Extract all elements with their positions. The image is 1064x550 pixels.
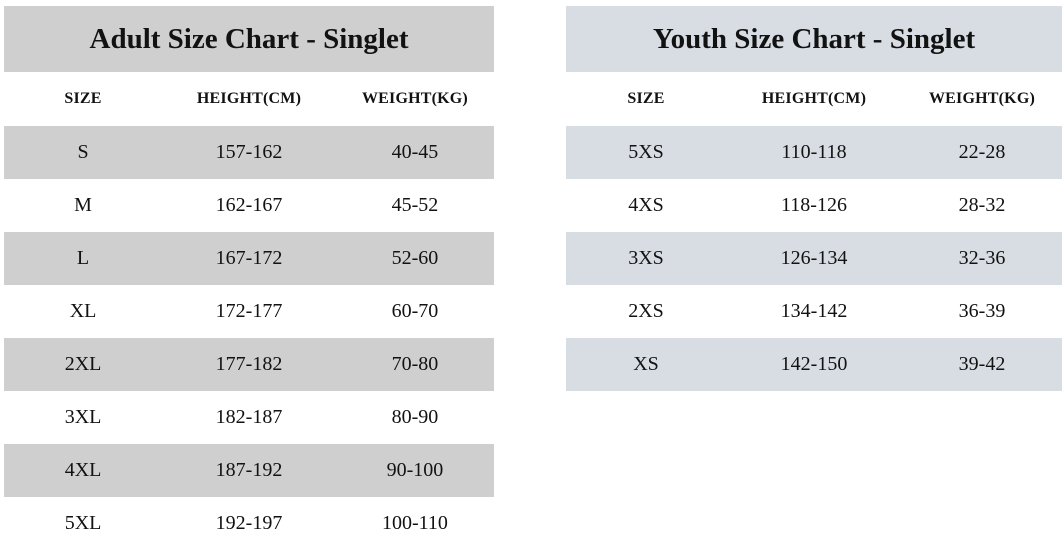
adult-chart-header-row: SIZE HEIGHT(CM) WEIGHT(KG) — [4, 72, 494, 126]
weight-value: 39-42 — [958, 353, 1006, 375]
height-value: 167-172 — [215, 247, 283, 269]
youth-chart-title-bar: Youth Size Chart - Singlet — [566, 6, 1062, 72]
youth-chart-header-row: SIZE HEIGHT(CM) WEIGHT(KG) — [566, 72, 1062, 126]
weight-value: 32-36 — [958, 247, 1006, 269]
weight-value: 70-80 — [391, 353, 439, 375]
weight-value: 36-39 — [958, 300, 1006, 322]
adult-column-header-height: HEIGHT(CM) — [196, 90, 302, 107]
youth-chart-title: Youth Size Chart - Singlet — [652, 22, 976, 55]
weight-value: 90-100 — [386, 459, 444, 481]
size-value: 5XS — [628, 141, 664, 163]
table-row: 5XL 192-197 100-110 — [4, 497, 494, 550]
weight-value: 100-110 — [382, 512, 448, 534]
height-value: 110-118 — [781, 141, 847, 163]
weight-value: 60-70 — [391, 300, 439, 322]
table-row: XL 172-177 60-70 — [4, 285, 494, 338]
table-row: 3XL 182-187 80-90 — [4, 391, 494, 444]
youth-size-chart: Youth Size Chart - Singlet SIZE HEIGHT(C… — [566, 6, 1062, 391]
size-value: 4XS — [628, 194, 664, 216]
weight-value: 80-90 — [391, 406, 439, 428]
youth-column-header-size: SIZE — [627, 90, 665, 107]
weight-value: 22-28 — [958, 141, 1006, 163]
height-value: 157-162 — [215, 141, 283, 163]
size-value: XL — [69, 300, 97, 322]
adult-size-chart: Adult Size Chart - Singlet SIZE HEIGHT(C… — [4, 6, 494, 550]
weight-value: 28-32 — [958, 194, 1006, 216]
height-value: 182-187 — [215, 406, 283, 428]
height-value: 162-167 — [215, 194, 283, 216]
weight-value: 45-52 — [391, 194, 439, 216]
table-row: XS 142-150 39-42 — [566, 338, 1062, 391]
weight-value: 40-45 — [391, 141, 439, 163]
height-value: 118-126 — [781, 194, 847, 216]
height-value: 192-197 — [215, 512, 283, 534]
table-row: L 167-172 52-60 — [4, 232, 494, 285]
weight-value: 52-60 — [391, 247, 439, 269]
size-value: 2XL — [64, 353, 102, 375]
table-row: 3XS 126-134 32-36 — [566, 232, 1062, 285]
height-value: 126-134 — [780, 247, 848, 269]
table-row: 2XS 134-142 36-39 — [566, 285, 1062, 338]
size-value: 3XS — [628, 247, 664, 269]
size-value: 3XL — [64, 406, 102, 428]
table-row: 4XS 118-126 28-32 — [566, 179, 1062, 232]
size-value: L — [76, 247, 90, 269]
height-value: 142-150 — [780, 353, 848, 375]
size-value: 5XL — [64, 512, 102, 534]
table-row: 5XS 110-118 22-28 — [566, 126, 1062, 179]
height-value: 172-177 — [215, 300, 283, 322]
youth-column-header-height: HEIGHT(CM) — [761, 90, 867, 107]
table-row: 2XL 177-182 70-80 — [4, 338, 494, 391]
table-row: 4XL 187-192 90-100 — [4, 444, 494, 497]
size-value: 4XL — [64, 459, 102, 481]
height-value: 134-142 — [780, 300, 848, 322]
adult-column-header-size: SIZE — [64, 90, 102, 107]
height-value: 177-182 — [215, 353, 283, 375]
adult-column-header-weight: WEIGHT(KG) — [361, 90, 468, 107]
height-value: 187-192 — [215, 459, 283, 481]
size-value: 2XS — [628, 300, 664, 322]
size-value: M — [74, 194, 92, 216]
adult-chart-title: Adult Size Chart - Singlet — [89, 22, 409, 55]
adult-chart-title-bar: Adult Size Chart - Singlet — [4, 6, 494, 72]
table-row: M 162-167 45-52 — [4, 179, 494, 232]
youth-column-header-weight: WEIGHT(KG) — [928, 90, 1035, 107]
table-row: S 157-162 40-45 — [4, 126, 494, 179]
size-value: S — [77, 141, 89, 163]
size-value: XS — [633, 353, 659, 375]
